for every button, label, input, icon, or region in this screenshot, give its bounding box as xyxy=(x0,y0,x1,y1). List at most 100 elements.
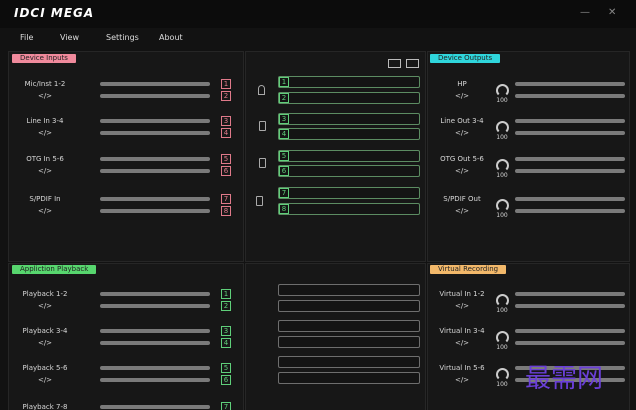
row-name: OTG In 5-6 xyxy=(26,155,64,163)
row-name: Playback 7-8 xyxy=(22,403,68,410)
slider[interactable] xyxy=(515,94,625,98)
slider[interactable] xyxy=(515,209,625,213)
channel-number: 2 xyxy=(221,91,231,101)
knob[interactable] xyxy=(496,368,509,381)
slider[interactable] xyxy=(515,341,625,345)
phone-icon xyxy=(259,158,266,168)
recording-panel xyxy=(427,263,630,410)
row-sub: </> xyxy=(37,207,53,215)
channel-number: 6 xyxy=(221,375,231,385)
mix-slot[interactable] xyxy=(278,284,420,296)
slider[interactable] xyxy=(515,131,625,135)
minimize-button[interactable]: — xyxy=(580,7,590,18)
routing-slot[interactable] xyxy=(278,150,420,162)
slider[interactable] xyxy=(100,131,210,135)
channel-number: 8 xyxy=(279,204,289,214)
slider[interactable] xyxy=(515,197,625,201)
channel-number: 6 xyxy=(279,166,289,176)
slider[interactable] xyxy=(100,329,210,333)
mix-slot[interactable] xyxy=(278,372,420,384)
spdif-icon xyxy=(256,196,263,206)
level-value: 100 xyxy=(496,381,508,388)
row-sub: </> xyxy=(37,92,53,100)
section-label: Device Inputs xyxy=(12,54,76,63)
playback-panel xyxy=(8,263,244,410)
menu-item[interactable]: File xyxy=(20,33,34,42)
row-sub: </> xyxy=(454,302,470,310)
slider[interactable] xyxy=(100,119,210,123)
slider[interactable] xyxy=(515,169,625,173)
menu-item[interactable]: About xyxy=(159,33,183,42)
knob[interactable] xyxy=(496,159,509,172)
row-sub: </> xyxy=(454,92,470,100)
row-name: S/PDIF In xyxy=(29,195,61,203)
title-bar xyxy=(0,0,636,28)
channel-number: 4 xyxy=(221,128,231,138)
slider[interactable] xyxy=(100,82,210,86)
slider[interactable] xyxy=(100,157,210,161)
section-label: Virtual Recording xyxy=(430,265,507,274)
routing-slot[interactable] xyxy=(278,92,420,104)
row-name: Line In 3-4 xyxy=(26,117,64,125)
channel-number: 8 xyxy=(221,206,231,216)
slider[interactable] xyxy=(515,304,625,308)
channel-number: 3 xyxy=(221,116,231,126)
routing-slot[interactable] xyxy=(278,76,420,88)
row-name: Playback 1-2 xyxy=(22,290,68,298)
level-value: 100 xyxy=(496,172,508,179)
routing-slot[interactable] xyxy=(278,203,420,215)
slider[interactable] xyxy=(515,119,625,123)
channel-number: 1 xyxy=(279,77,289,87)
routing-slot[interactable] xyxy=(278,165,420,177)
mix-slot[interactable] xyxy=(278,336,420,348)
knob[interactable] xyxy=(496,331,509,344)
close-button[interactable]: ✕ xyxy=(608,7,617,18)
layout-icon[interactable] xyxy=(388,59,401,68)
routing-slot[interactable] xyxy=(278,113,420,125)
slider[interactable] xyxy=(515,366,625,370)
row-sub: </> xyxy=(454,207,470,215)
channel-number: 3 xyxy=(221,326,231,336)
channel-number: 5 xyxy=(221,154,231,164)
channel-number: 7 xyxy=(279,188,289,198)
mix-slot[interactable] xyxy=(278,300,420,312)
slider[interactable] xyxy=(100,197,210,201)
slider[interactable] xyxy=(100,341,210,345)
slider[interactable] xyxy=(515,378,625,382)
watermark: 最需网 xyxy=(525,364,604,394)
level-value: 100 xyxy=(496,307,508,314)
slider[interactable] xyxy=(515,157,625,161)
row-name: S/PDIF Out xyxy=(443,195,481,203)
slider[interactable] xyxy=(515,329,625,333)
row-sub: </> xyxy=(37,376,53,384)
slider[interactable] xyxy=(100,169,210,173)
knob[interactable] xyxy=(496,199,509,212)
slider[interactable] xyxy=(100,366,210,370)
channel-number: 7 xyxy=(221,194,231,204)
menu-item[interactable]: Settings xyxy=(106,33,139,42)
channel-number: 2 xyxy=(279,93,289,103)
knob[interactable] xyxy=(496,294,509,307)
slider[interactable] xyxy=(100,209,210,213)
slider[interactable] xyxy=(100,378,210,382)
mix-slot[interactable] xyxy=(278,356,420,368)
knob[interactable] xyxy=(496,84,509,97)
mix-slot[interactable] xyxy=(278,320,420,332)
row-sub: </> xyxy=(37,339,53,347)
knob[interactable] xyxy=(496,121,509,134)
slider[interactable] xyxy=(100,405,210,409)
row-sub: </> xyxy=(37,129,53,137)
slider[interactable] xyxy=(100,304,210,308)
routing-slot[interactable] xyxy=(278,128,420,140)
slider[interactable] xyxy=(515,292,625,296)
section-label: Device Outputs xyxy=(430,54,501,63)
row-name: Virtual In 3-4 xyxy=(439,327,485,335)
slider[interactable] xyxy=(515,82,625,86)
layout-icon[interactable] xyxy=(406,59,419,68)
menu-item[interactable]: View xyxy=(60,33,79,42)
slider[interactable] xyxy=(100,292,210,296)
routing-slot[interactable] xyxy=(278,187,420,199)
slider[interactable] xyxy=(100,94,210,98)
logo: IDCI MEGA xyxy=(14,6,95,20)
